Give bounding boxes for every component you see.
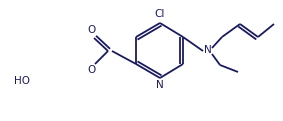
Text: N: N xyxy=(156,80,164,90)
Text: O: O xyxy=(87,65,95,75)
Text: Cl: Cl xyxy=(155,9,165,19)
Text: N: N xyxy=(204,45,212,55)
Text: HO: HO xyxy=(14,76,30,86)
Text: O: O xyxy=(87,25,95,35)
